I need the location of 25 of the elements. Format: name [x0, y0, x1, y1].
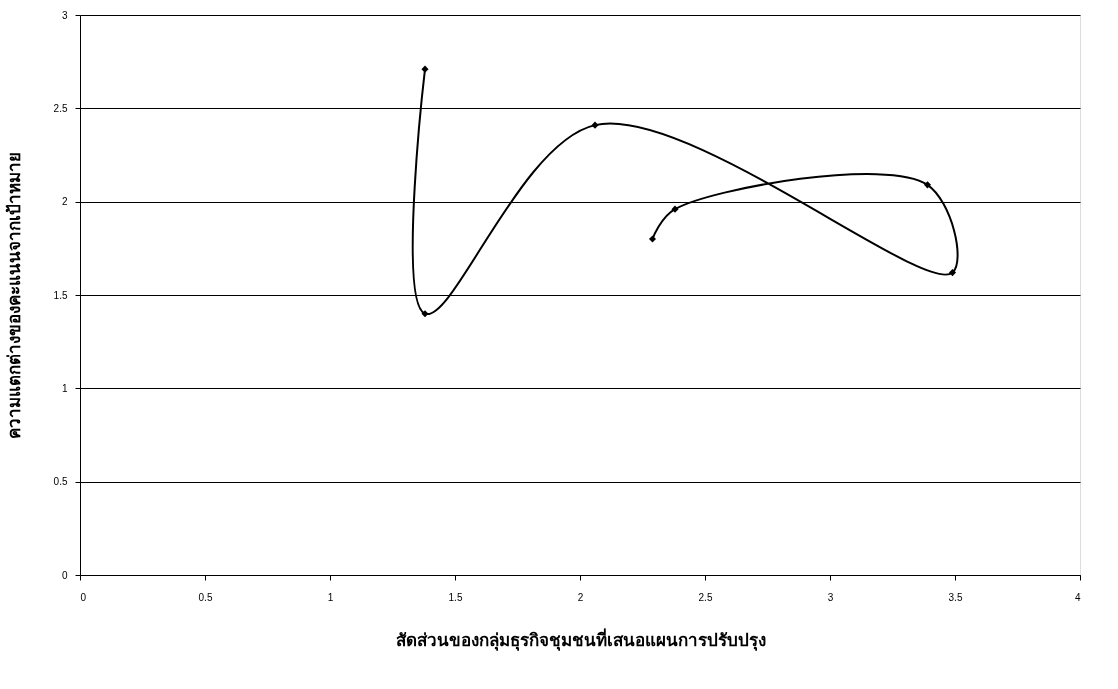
- point: [923, 181, 932, 189]
- x-tick-label: 2: [577, 591, 584, 603]
- point: [671, 205, 679, 213]
- y-tick-label: 0.5: [53, 476, 68, 488]
- x-tick-label: 3.5: [948, 591, 963, 603]
- point: [948, 269, 957, 277]
- y-tick-label: 0: [61, 569, 68, 581]
- point: [421, 65, 429, 73]
- x-tick-label: 0.5: [198, 591, 213, 603]
- y-tick-label: 3: [61, 9, 68, 21]
- point: [421, 310, 429, 318]
- x-tick-label: 1: [327, 591, 334, 603]
- x-tick-label: 4: [1074, 591, 1081, 603]
- x-tick-label: 0: [80, 591, 87, 603]
- point: [591, 121, 599, 129]
- x-tick-label: 2.5: [698, 591, 713, 603]
- x-tick-label: 1.5: [448, 591, 463, 603]
- x-axis-title: สัดส่วนของกลุ่มธุรกิจชุมชนที่เสนอแผนการปรับปรุง: [395, 627, 766, 651]
- y-tick-label: 2: [61, 196, 68, 208]
- y-tick-label: 2.5: [53, 102, 68, 114]
- y-tick-label: 1: [61, 382, 68, 394]
- point: [648, 235, 657, 243]
- y-axis-title: ความแตกต่างของคะแนนจากเป้าหมาย: [4, 152, 24, 439]
- y-tick-label: 1.5: [53, 289, 68, 301]
- x-tick-label: 3: [827, 591, 834, 603]
